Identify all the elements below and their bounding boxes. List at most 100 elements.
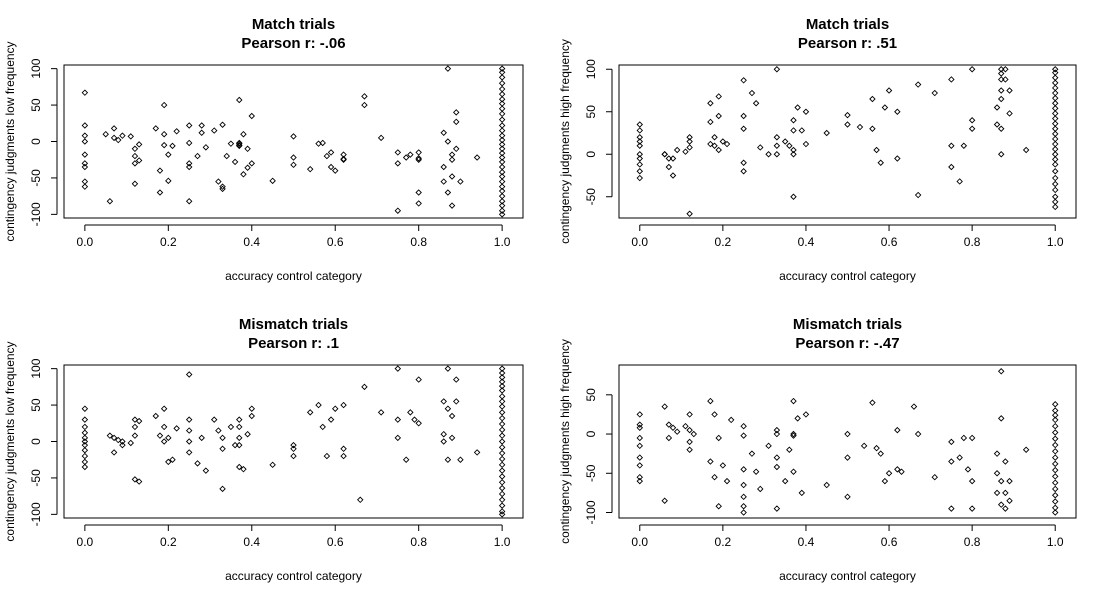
data-point: [964, 466, 972, 473]
data-point: [402, 154, 410, 161]
data-point: [711, 134, 718, 141]
data-point: [440, 178, 447, 185]
data-point: [452, 376, 460, 383]
data-point: [1051, 151, 1059, 158]
data-point: [452, 145, 460, 153]
data-point: [498, 444, 506, 451]
data-point: [686, 411, 693, 418]
data-point: [340, 445, 347, 453]
data-point: [894, 466, 901, 473]
data-point: [169, 142, 176, 150]
data-point: [1051, 441, 1059, 449]
data-point: [452, 398, 460, 405]
data-point: [106, 432, 114, 439]
data-point: [997, 66, 1005, 73]
data-point: [636, 155, 644, 162]
data-point: [802, 108, 810, 115]
data-point: [81, 463, 89, 471]
data-point: [131, 476, 139, 483]
data-point: [185, 198, 193, 205]
x-tick-label: 0.2: [160, 535, 177, 549]
data-point: [740, 502, 747, 510]
x-tick-label: 0.8: [410, 535, 427, 549]
data-point: [1051, 416, 1059, 424]
data-point: [1051, 435, 1059, 442]
data-point: [110, 134, 118, 142]
data-point: [877, 159, 884, 166]
data-point: [361, 93, 368, 100]
data-point: [457, 178, 464, 185]
y-tick-label: 50: [584, 105, 598, 119]
data-point: [1051, 89, 1059, 97]
data-point: [1002, 489, 1009, 497]
data-point: [473, 154, 481, 161]
data-point: [377, 409, 385, 416]
data-point: [914, 191, 922, 199]
data-point: [394, 207, 402, 214]
data-point: [636, 134, 644, 141]
y-tick-label: 50: [29, 398, 43, 412]
data-point: [219, 445, 226, 453]
data-point: [323, 452, 331, 460]
data-point: [135, 141, 143, 148]
data-point: [236, 441, 243, 449]
x-tick-label: 0.6: [881, 535, 898, 549]
data-point: [244, 145, 251, 153]
data-point: [202, 467, 210, 474]
data-point: [636, 174, 644, 182]
data-point: [707, 458, 714, 465]
data-point: [498, 90, 506, 98]
data-point: [968, 117, 976, 124]
x-tick-label: 0.6: [327, 235, 344, 249]
data-point: [1051, 492, 1059, 499]
data-point: [240, 465, 247, 473]
panel-mismatch-high-frequency: Mismatch trials Pearson r: -.47 accuracy…: [558, 316, 1077, 583]
data-point: [315, 401, 322, 409]
x-tick-label: 0.4: [243, 235, 260, 249]
data-point: [306, 409, 314, 416]
data-point: [185, 163, 193, 171]
data-point: [498, 473, 506, 480]
data-point: [682, 422, 689, 430]
data-point: [1022, 146, 1030, 154]
data-point: [790, 151, 797, 158]
data-point: [236, 96, 243, 104]
data-point: [135, 157, 143, 164]
data-point: [415, 376, 422, 383]
data-point: [160, 101, 168, 109]
data-point: [131, 145, 139, 153]
data-point: [790, 432, 797, 439]
data-point: [269, 461, 276, 469]
data-point: [498, 490, 506, 498]
data-point: [752, 100, 760, 107]
data-point: [997, 87, 1005, 94]
data-point: [790, 397, 797, 405]
data-point: [452, 118, 460, 126]
data-point: [173, 128, 180, 135]
data-point: [498, 420, 506, 428]
data-point: [319, 139, 326, 147]
data-point: [498, 145, 506, 153]
data-point: [498, 85, 506, 93]
data-point: [498, 365, 506, 372]
data-point: [877, 450, 884, 457]
data-point: [331, 167, 339, 174]
x-tick-label: 0.8: [410, 235, 427, 249]
data-point: [856, 123, 864, 131]
data-point: [248, 112, 256, 120]
data-point: [1051, 100, 1059, 107]
data-point: [81, 178, 89, 185]
data-point: [798, 127, 806, 134]
data-point: [773, 505, 781, 512]
data-point: [185, 449, 193, 456]
data-point: [823, 481, 830, 489]
data-point: [81, 452, 89, 460]
data-point: [773, 454, 781, 461]
data-point: [1006, 87, 1013, 94]
data-point: [869, 125, 876, 132]
data-point: [757, 144, 764, 151]
data-point: [757, 485, 764, 493]
data-point: [394, 434, 402, 442]
data-point: [81, 416, 89, 423]
data-point: [869, 399, 876, 406]
